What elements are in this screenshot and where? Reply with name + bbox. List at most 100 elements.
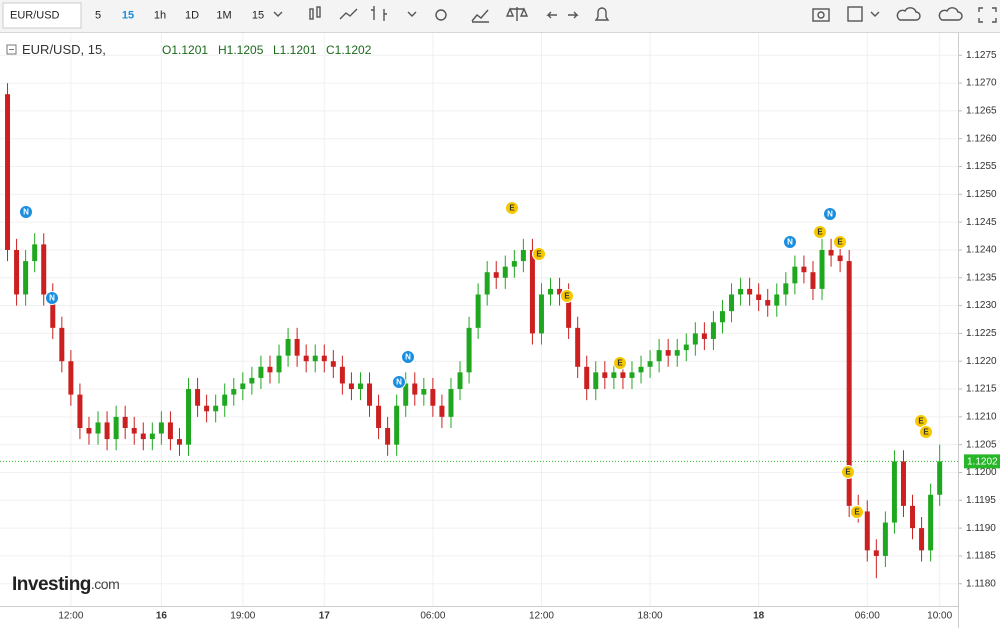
x-tick-label: 10:00 [927,611,952,622]
event-badge[interactable] [613,356,627,370]
event-badge[interactable] [823,207,837,221]
candle-body [466,327,472,373]
event-badge[interactable] [783,235,797,249]
area-icon[interactable] [339,8,358,20]
candle-body [213,405,219,412]
camera-icon[interactable] [812,8,830,22]
x-tick-label: 12:00 [529,611,554,622]
candle-icon[interactable] [309,8,314,20]
candle-body [511,261,517,267]
cloud-download-icon[interactable] [896,7,921,21]
undo-icon[interactable] [546,11,557,19]
candle-body [412,383,418,395]
candle-body [448,389,454,417]
y-tick-label: 1.1205 [966,439,997,450]
candle-body [529,249,535,334]
alert-icon[interactable] [594,7,610,21]
candle-body [692,333,698,345]
candle-body [294,338,300,356]
candle-body [810,272,816,289]
candle-body [846,261,852,506]
cloud-upload-icon[interactable] [938,7,963,21]
event-badge[interactable] [560,289,574,303]
candle-body [240,383,246,390]
event-label: E [509,204,515,213]
event-badge[interactable] [45,291,59,305]
ohlc-value: H1.1205 [218,43,264,57]
candle-body [919,528,925,551]
ohlc-value: O1.1201 [162,43,208,57]
interval-button[interactable]: 5 [95,9,101,21]
logo: Investing.com [12,574,119,595]
event-badge[interactable] [919,425,933,439]
candle-body [747,288,753,295]
candle-body [837,255,843,262]
indicators-icon[interactable] [471,9,489,23]
event-badge[interactable] [19,205,33,219]
event-badge[interactable] [813,225,827,239]
event-label: E [918,417,924,426]
x-tick-label: 19:00 [230,611,255,622]
candle-body [77,394,83,428]
candle-body [439,405,445,417]
event-badge[interactable] [532,247,546,261]
candle-body [430,389,436,406]
x-tick-label: 17 [319,611,331,622]
event-badge[interactable] [841,465,855,479]
ohlc-value: L1.1201 [273,43,317,57]
candle-body [629,372,635,378]
symbol-box[interactable] [2,2,82,29]
candle-body [828,249,834,256]
event-label: N [396,378,402,387]
candle-body [131,427,137,434]
candle-body [575,327,581,367]
y-tick-label: 1.1200 [966,467,997,478]
event-label: E [817,228,823,237]
candle-body [900,461,906,506]
y-tick-label: 1.1195 [966,495,996,506]
candle-body [928,494,934,551]
interval-button[interactable]: 1h [154,9,166,21]
interval-button[interactable]: 15 [122,9,134,21]
event-badge[interactable] [505,201,519,215]
interval-button[interactable]: 1M [216,9,231,21]
candle-body [50,294,56,328]
grid: 1.1180 1.1185 1.1190 1.1195 1.1200 1.1205 1.12… [0,33,1000,622]
y-tick-label: 1.1240 [966,245,997,256]
candle-body [774,294,780,306]
y-tick-label: 1.1180 [966,578,996,589]
interval-button[interactable]: 1D [185,9,199,21]
candle-body [321,355,327,362]
event-badge[interactable] [401,350,415,364]
candle-body [186,389,192,445]
candle-body [86,427,92,434]
event-label: E [617,359,623,368]
fullscreen-icon[interactable] [978,7,997,23]
y-tick-label: 1.1235 [966,272,997,283]
candle-body [801,266,807,273]
event-badge[interactable] [850,505,864,519]
dropdown-icon[interactable] [273,11,283,17]
candle-body [204,405,210,412]
candle-body [665,350,671,356]
redo-icon[interactable] [568,11,579,19]
dropdown-icon[interactable] [870,11,880,17]
compare-icon[interactable] [505,7,529,21]
y-tick-label: 1.1270 [966,78,997,89]
event-badge[interactable] [392,375,406,389]
color-icon[interactable] [847,6,863,22]
settings-icon[interactable] [435,9,447,21]
candle-body [140,433,146,440]
candles [5,83,943,579]
candle-body [68,361,74,395]
candle-body [249,377,255,384]
bars-icon[interactable] [371,6,387,21]
event-badge[interactable] [833,235,847,249]
interval-button[interactable]: 15 [252,9,264,21]
y-tick-label: 1.1185 [966,551,996,562]
candle-body [32,244,38,262]
dropdown-icon[interactable] [407,11,417,17]
